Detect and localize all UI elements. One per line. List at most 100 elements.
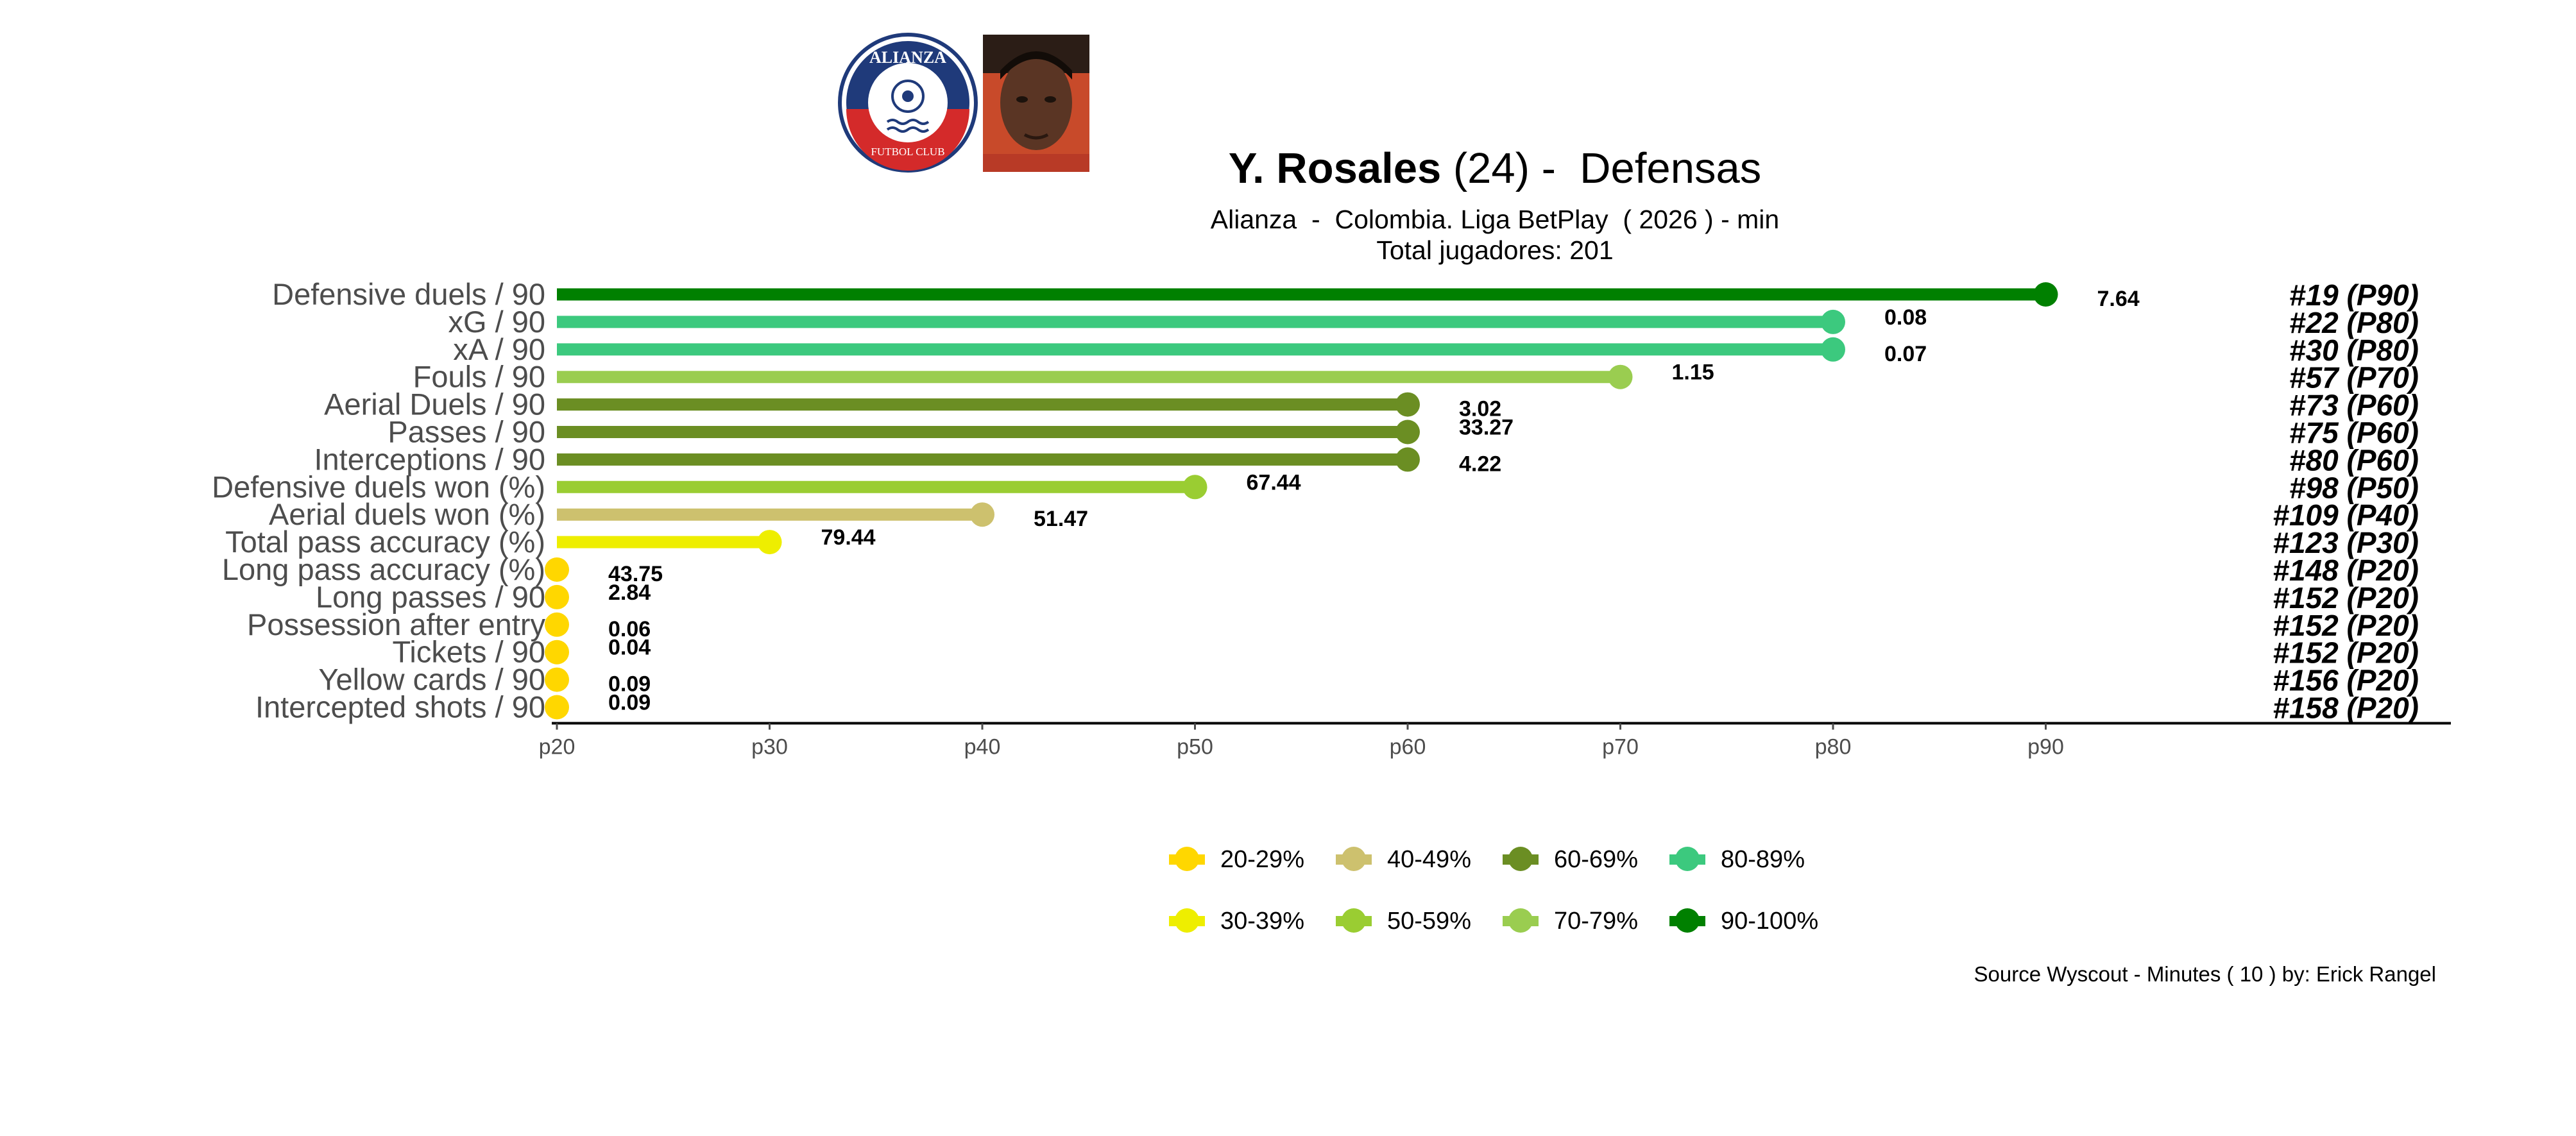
legend-label: 80-89% — [1721, 845, 1805, 873]
logos-group: ALIANZA FUTBOL CLUB — [838, 33, 1089, 173]
title-block: Y. Rosales (24) - Defensas Alianza - Col… — [962, 140, 2027, 266]
club-tagline-text: FUTBOL CLUB — [871, 146, 944, 158]
metric-label: Defensive duels won (%) — [212, 470, 545, 504]
bar-endpoint — [1821, 309, 1845, 334]
x-tick-label: p70 — [1602, 735, 1639, 759]
metric-label: Long pass accuracy (%) — [222, 552, 545, 586]
value-label: 67.44 — [1247, 470, 1301, 495]
total-players: Total jugadores: 201 — [1376, 235, 1614, 265]
legend-label: 90-100% — [1721, 907, 1819, 935]
bar-endpoint — [545, 612, 569, 637]
value-label: 3.02 — [1459, 397, 1501, 421]
value-label: 51.47 — [1034, 507, 1088, 531]
x-tick-label: p90 — [2027, 735, 2064, 759]
bar-endpoint — [2033, 282, 2058, 307]
player-age: (24) — [1453, 144, 1530, 192]
x-tick-label: p60 — [1390, 735, 1426, 759]
bar-endpoint — [545, 640, 569, 665]
legend-label: 20-29% — [1220, 845, 1304, 873]
x-axis: p20 p30 p40 p50 p60 p70 p80 p90 — [539, 722, 2451, 759]
legend-swatch — [1168, 847, 1206, 872]
metric-label: Yellow cards / 90 — [318, 663, 545, 697]
value-label: 33.27 — [1459, 416, 1514, 440]
rank-label: #148 (P20) — [2273, 554, 2419, 587]
rank-label: #98 (P50) — [2289, 471, 2419, 504]
bar-endpoint — [1821, 337, 1845, 362]
metric-label: Tickets / 90 — [392, 635, 545, 669]
legend-label: 40-49% — [1387, 845, 1471, 873]
legend-item: 20-29% — [1168, 840, 1304, 879]
bar-endpoint — [1608, 364, 1633, 389]
club-crest: ALIANZA FUTBOL CLUB — [838, 33, 978, 173]
legend-item: 70-79% — [1501, 902, 1638, 940]
value-label: 0.08 — [1884, 305, 1927, 330]
rank-label: #22 (P80) — [2289, 306, 2419, 339]
legend-swatch — [1168, 908, 1206, 934]
x-tick-label: p20 — [539, 735, 576, 759]
rank-label: #109 (P40) — [2273, 498, 2419, 532]
rank-label: #73 (P60) — [2289, 389, 2419, 422]
legend-item: 80-89% — [1668, 840, 1805, 879]
value-label: 0.04 — [608, 636, 651, 660]
bar-endpoint — [545, 667, 569, 692]
value-label: 2.84 — [608, 581, 651, 605]
legend-item: 40-49% — [1335, 840, 1471, 879]
rank-label: #75 (P60) — [2289, 416, 2419, 450]
legend-label: 30-39% — [1220, 907, 1304, 935]
legend-swatch — [1501, 847, 1540, 872]
legend-swatch — [1501, 908, 1540, 934]
value-label: 7.64 — [2097, 287, 2140, 311]
rank-label: #152 (P20) — [2273, 581, 2419, 615]
metric-label: Passes / 90 — [388, 415, 545, 449]
legend-item: 90-100% — [1668, 902, 1818, 940]
metric-label: Fouls / 90 — [413, 360, 545, 394]
metric-label: Intercepted shots / 90 — [255, 690, 545, 724]
rank-labels: #19 (P90)#22 (P80)#30 (P80)#57 (P70)#73 … — [2273, 278, 2419, 725]
value-label: 0.09 — [608, 672, 651, 697]
legend-label: 70-79% — [1554, 907, 1638, 935]
metric-label: xG / 90 — [448, 305, 545, 339]
player-name: Y. Rosales — [1228, 144, 1442, 192]
metric-label: Aerial duels won (%) — [269, 497, 545, 531]
legend-swatch — [1335, 847, 1373, 872]
rank-label: #152 (P20) — [2273, 636, 2419, 670]
rank-label: #80 (P60) — [2289, 443, 2419, 477]
value-label: 0.07 — [1884, 342, 1927, 366]
legend-label: 50-59% — [1387, 907, 1471, 935]
x-tick-label: p80 — [1815, 735, 1852, 759]
value-label: 43.75 — [608, 562, 663, 586]
title-separator: - — [1530, 144, 1580, 192]
source-note: Source Wyscout - Minutes ( 10 ) by: Eric… — [1974, 962, 2436, 986]
value-label: 0.06 — [608, 617, 651, 641]
x-tick-label: p30 — [751, 735, 788, 759]
club-name-text: ALIANZA — [869, 48, 946, 67]
legend-item: 50-59% — [1335, 902, 1471, 940]
metric-label: Possession after entry — [247, 607, 545, 641]
rank-label: #30 (P80) — [2289, 334, 2419, 367]
metric-label: Interceptions / 90 — [314, 442, 545, 476]
bar-endpoint — [757, 530, 782, 555]
bar-endpoint — [1182, 475, 1207, 500]
bars — [545, 282, 2058, 720]
bar-endpoint — [970, 502, 994, 527]
rank-label: #158 (P20) — [2273, 691, 2419, 725]
value-label: 0.09 — [608, 691, 651, 715]
chart-title: Y. Rosales (24) - Defensas — [962, 140, 2027, 198]
x-tick-label: p40 — [964, 735, 1001, 759]
rank-label: #19 (P90) — [2289, 278, 2419, 312]
player-position: Defensas — [1580, 144, 1762, 192]
legend-label: 60-69% — [1554, 845, 1638, 873]
legend-item: 60-69% — [1501, 840, 1638, 879]
bar-endpoint — [1395, 392, 1420, 417]
legend-swatch — [1335, 908, 1373, 934]
bar-endpoint — [1395, 447, 1420, 472]
x-tick-label: p50 — [1177, 735, 1213, 759]
player-photo — [983, 35, 1089, 172]
bar-endpoint — [545, 557, 569, 582]
legend-swatch — [1668, 847, 1707, 872]
metric-label: Total pass accuracy (%) — [225, 525, 545, 559]
rank-label: #57 (P70) — [2289, 361, 2419, 394]
value-label: 79.44 — [821, 525, 876, 550]
